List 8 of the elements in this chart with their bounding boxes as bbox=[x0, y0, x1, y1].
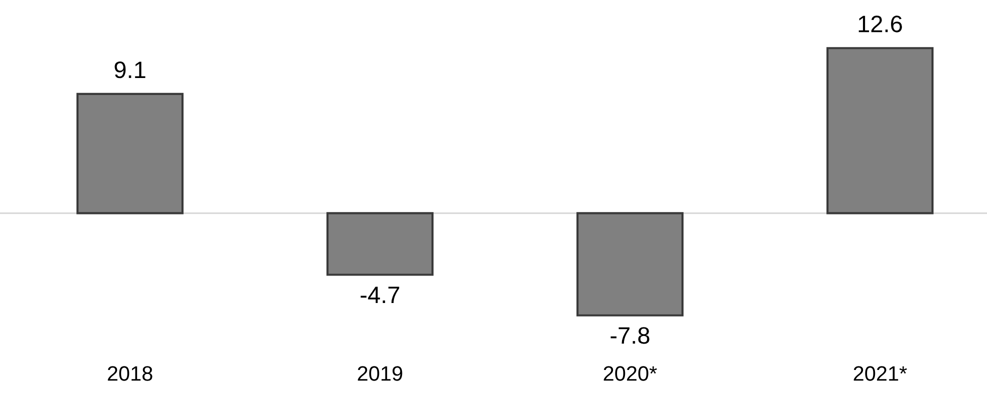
data-label: 9.1 bbox=[114, 61, 146, 78]
data-label: 12.6 bbox=[858, 16, 902, 32]
x-tick-label: 2021* bbox=[854, 366, 907, 381]
data-label: -7.8 bbox=[610, 327, 650, 344]
data-label: -4.7 bbox=[360, 286, 400, 303]
x-tick-label: 2019 bbox=[358, 366, 402, 381]
x-tick-label: 2020* bbox=[604, 366, 657, 381]
x-tick-label: 2018 bbox=[108, 366, 152, 381]
